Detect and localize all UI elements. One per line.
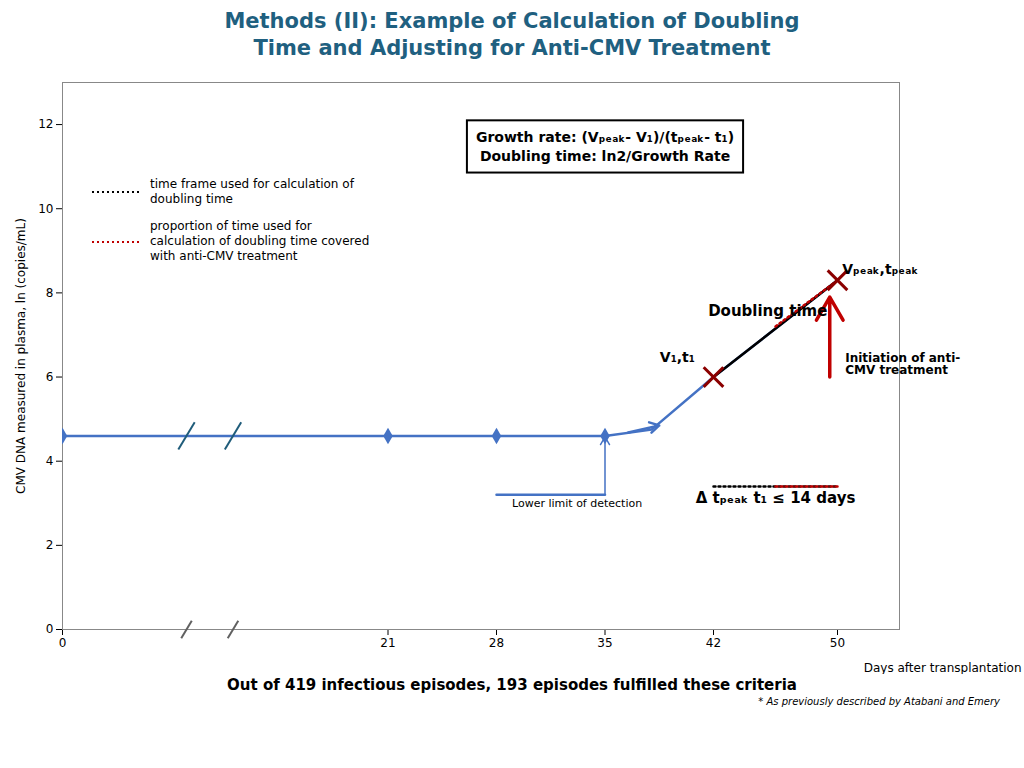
- html-text:proportion of time used for ca: proportion of time used for calculation …: [150, 219, 370, 263]
- svg-text:Doubling time: Doubling time: [708, 302, 827, 320]
- svg-text:4: 4: [46, 454, 54, 468]
- svg-text:35: 35: [597, 636, 612, 650]
- html-text:* As previously described by A: * As previously described by Atabani and…: [758, 696, 1000, 707]
- svg-text:Δ tₚₑₐₖ t₁ ≤ 14 days: Δ tₚₑₐₖ t₁ ≤ 14 days: [696, 489, 856, 507]
- svg-text:2: 2: [46, 538, 54, 552]
- svg-text:42: 42: [706, 636, 721, 650]
- svg-text:Growth rate: (Vₚₑₐₖ- V₁)/(tₚₑₐ: Growth rate: (Vₚₑₐₖ- V₁)/(tₚₑₐₖ- t₁)Doub…: [476, 129, 734, 163]
- svg-text:V₁,t₁: V₁,t₁: [660, 349, 695, 365]
- svg-text:Initiation of anti-CMV treatme: Initiation of anti-CMV treatment: [845, 351, 960, 377]
- svg-text:0: 0: [59, 636, 67, 650]
- html-text:time frame used for calculatio: time frame used for calculation of doubl…: [150, 177, 354, 206]
- svg-text:Lower limit of detection: Lower limit of detection: [512, 497, 642, 510]
- svg-text:Vₚₑₐₖ,tₚₑₐₖ: Vₚₑₐₖ,tₚₑₐₖ: [842, 261, 918, 277]
- html-text:Time and Adjusting for Anti-CM: Time and Adjusting for Anti-CMV Treatmen…: [253, 36, 771, 60]
- svg-text:Days after transplantation: Days after transplantation: [864, 661, 1022, 675]
- svg-text:0: 0: [46, 622, 54, 636]
- svg-text:21: 21: [380, 636, 395, 650]
- svg-text:CMV DNA measured in plasma, ln: CMV DNA measured in plasma, ln (copies/m…: [14, 218, 28, 494]
- svg-text:12: 12: [38, 117, 53, 131]
- svg-text:28: 28: [489, 636, 504, 650]
- html-text:Out of 419 infectious episodes: Out of 419 infectious episodes, 193 epis…: [227, 676, 797, 694]
- html-text:Methods (II): Example of Calcu: Methods (II): Example of Calculation of …: [224, 9, 800, 33]
- svg-text:6: 6: [46, 370, 54, 384]
- svg-text:8: 8: [46, 286, 54, 300]
- svg-text:50: 50: [830, 636, 845, 650]
- svg-text:10: 10: [38, 202, 53, 216]
